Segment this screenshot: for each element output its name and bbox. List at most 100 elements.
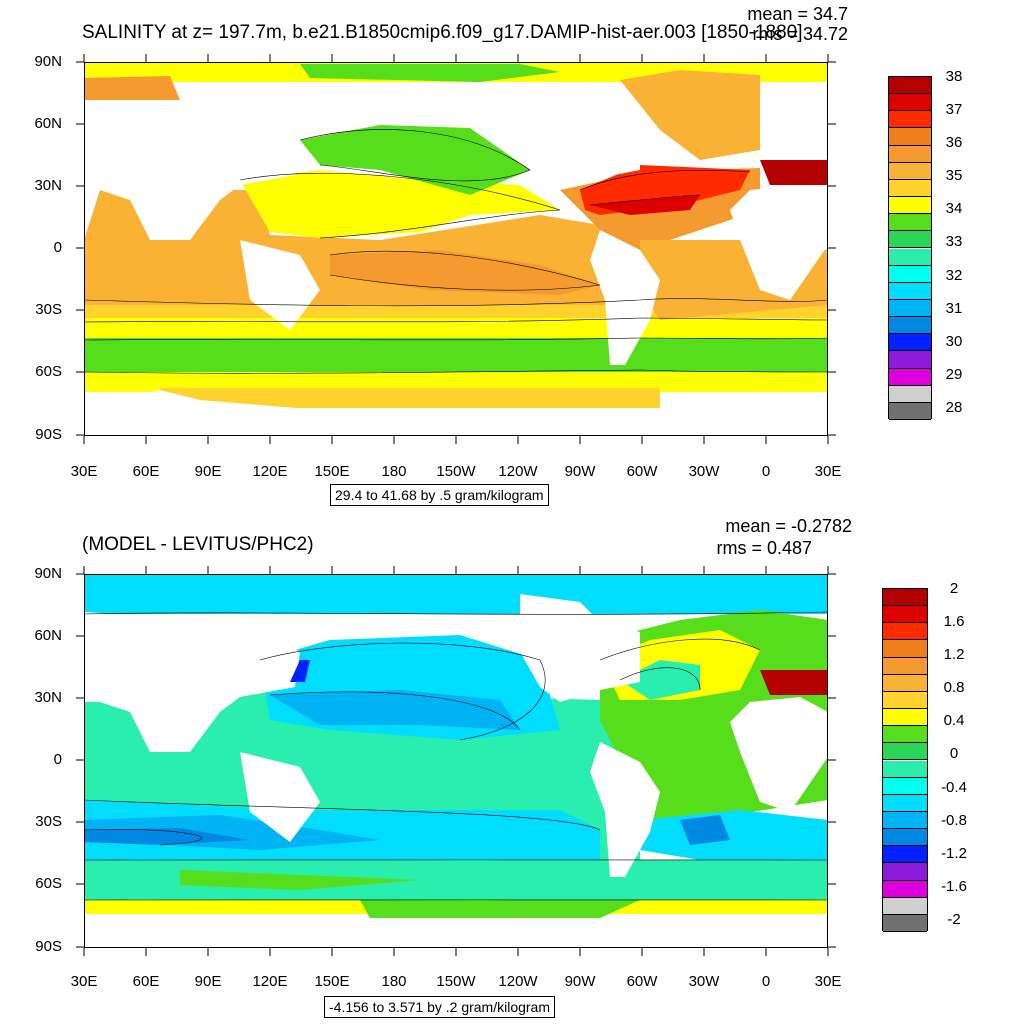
colorbar-swatch (883, 811, 927, 830)
colorbar-swatch (889, 334, 931, 352)
panel2-lon-label: 30W (688, 973, 720, 990)
colorbar-swatch (889, 248, 931, 266)
panel1-lat-label: 90N (34, 53, 62, 70)
colorbar-swatch (889, 179, 931, 198)
colorbar-swatch (889, 351, 931, 369)
panel2-lon-label: 60W (626, 973, 658, 990)
colorbar-label: 35 (945, 167, 963, 185)
colorbar-swatch (883, 606, 927, 624)
colorbar-swatch (883, 657, 927, 675)
colorbar-swatch (883, 760, 927, 778)
colorbar-swatch (889, 402, 931, 420)
panel1-title: SALINITY at z= 197.7m, b.e21.B1850cmip6.… (82, 22, 803, 43)
panel2-lat-label: 60S (35, 875, 62, 892)
colorbar-label: 34 (945, 200, 963, 218)
colorbar-swatch (883, 709, 927, 727)
panel1-ticks (76, 54, 836, 444)
colorbar-swatch (883, 589, 927, 607)
colorbar-swatch (889, 94, 931, 112)
colorbar-label: 33 (945, 233, 963, 251)
panel1-lon-label: 30W (688, 463, 720, 480)
colorbar-label: 0 (949, 745, 959, 763)
panel1-lat-label: 30N (34, 177, 62, 194)
colorbar-swatch (889, 317, 931, 335)
panel2-contour-info: -4.156 to 3.571 by .2 gram/kilogram (324, 996, 556, 1018)
panel2-lat-label: 60N (34, 627, 62, 644)
colorbar-swatch (889, 282, 931, 300)
panel2-lon-label: 90W (564, 973, 596, 990)
panel2-mean: mean = -0.2782 (725, 516, 852, 536)
panel2-lat-label: 30S (35, 813, 62, 830)
colorbar-swatch (883, 726, 927, 744)
colorbar-label: 0.4 (943, 712, 965, 730)
colorbar-label: 32 (945, 266, 963, 284)
colorbar-swatch (883, 691, 927, 710)
colorbar-label: 31 (945, 299, 963, 317)
panel2-colorbar (882, 588, 928, 932)
panel2-lon-label: 120W (498, 973, 538, 990)
colorbar-label: 0.8 (943, 679, 965, 697)
panel2-difference-field (84, 574, 828, 948)
panel1-lon-label: 90W (564, 463, 596, 480)
panel2-lon-label: 180 (381, 973, 407, 990)
panel1-lon-label: 30E (70, 463, 98, 480)
colorbar-swatch (883, 914, 927, 932)
colorbar-swatch (883, 743, 927, 761)
colorbar-label: 1.2 (943, 646, 965, 664)
colorbar-label: -0.4 (941, 778, 967, 796)
colorbar-label: 38 (945, 68, 963, 85)
colorbar-swatch (889, 197, 931, 215)
colorbar-swatch (883, 829, 927, 847)
panel1-lon-label: 120E (252, 463, 288, 480)
colorbar-swatch (883, 777, 927, 795)
colorbar-swatch (889, 162, 931, 180)
panel1-lon-label: 30E (814, 463, 842, 480)
panel1-lon-label: 90E (194, 463, 222, 480)
panel1-contour-info: 29.4 to 41.68 by .5 gram/kilogram (330, 484, 549, 506)
colorbar-swatch (889, 231, 931, 249)
colorbar-swatch (889, 111, 931, 129)
colorbar-swatch (889, 265, 931, 283)
colorbar-label: 29 (945, 365, 963, 383)
panel2-lon-label: 30E (70, 973, 98, 990)
colorbar-swatch (883, 897, 927, 915)
colorbar-swatch (889, 145, 931, 163)
colorbar-swatch (889, 214, 931, 232)
panel2-lon-label: 90E (194, 973, 222, 990)
colorbar-label: -1.6 (941, 877, 967, 895)
panel1-lat-label: 90S (35, 426, 62, 443)
panel1-rms: rms = 34.72 (752, 24, 848, 44)
colorbar-swatch (883, 863, 927, 881)
panel1-lon-label: 150E (314, 463, 350, 480)
panel2-rms: rms = 0.487 (716, 538, 812, 558)
panel1-lon-label: 150W (436, 463, 476, 480)
panel2-lat-label: 90S (35, 938, 62, 955)
colorbar-swatch (883, 846, 927, 864)
panel1-lon-label: 180 (381, 463, 407, 480)
colorbar-swatch (889, 299, 931, 318)
colorbar-label: -0.8 (941, 811, 967, 829)
panel2-map-frame (84, 574, 828, 948)
colorbar-swatch (889, 77, 931, 95)
panel1-lat-label: 0 (53, 239, 62, 256)
panel1-lon-label: 60W (626, 463, 658, 480)
colorbar-label: 30 (945, 332, 963, 350)
panel1-map-frame (84, 62, 828, 436)
panel2-lon-label: 0 (761, 973, 771, 990)
colorbar-swatch (883, 794, 927, 812)
colorbar-swatch (883, 674, 927, 692)
panel2-lon-label: 60E (132, 973, 160, 990)
colorbar-label: 2 (949, 580, 959, 597)
panel1-mean: mean = 34.7 (747, 4, 848, 24)
colorbar-swatch (883, 640, 927, 658)
panel2-lon-label: 30E (814, 973, 842, 990)
panel1-lon-label: 120W (498, 463, 538, 480)
panel2-title: (MODEL - LEVITUS/PHC2) (82, 534, 314, 555)
colorbar-swatch (889, 128, 931, 146)
colorbar-label: -1.2 (941, 844, 967, 862)
colorbar-swatch (889, 385, 931, 403)
panel1-lat-label: 30S (35, 301, 62, 318)
colorbar-swatch (883, 623, 927, 641)
colorbar-label: 28 (945, 398, 963, 416)
